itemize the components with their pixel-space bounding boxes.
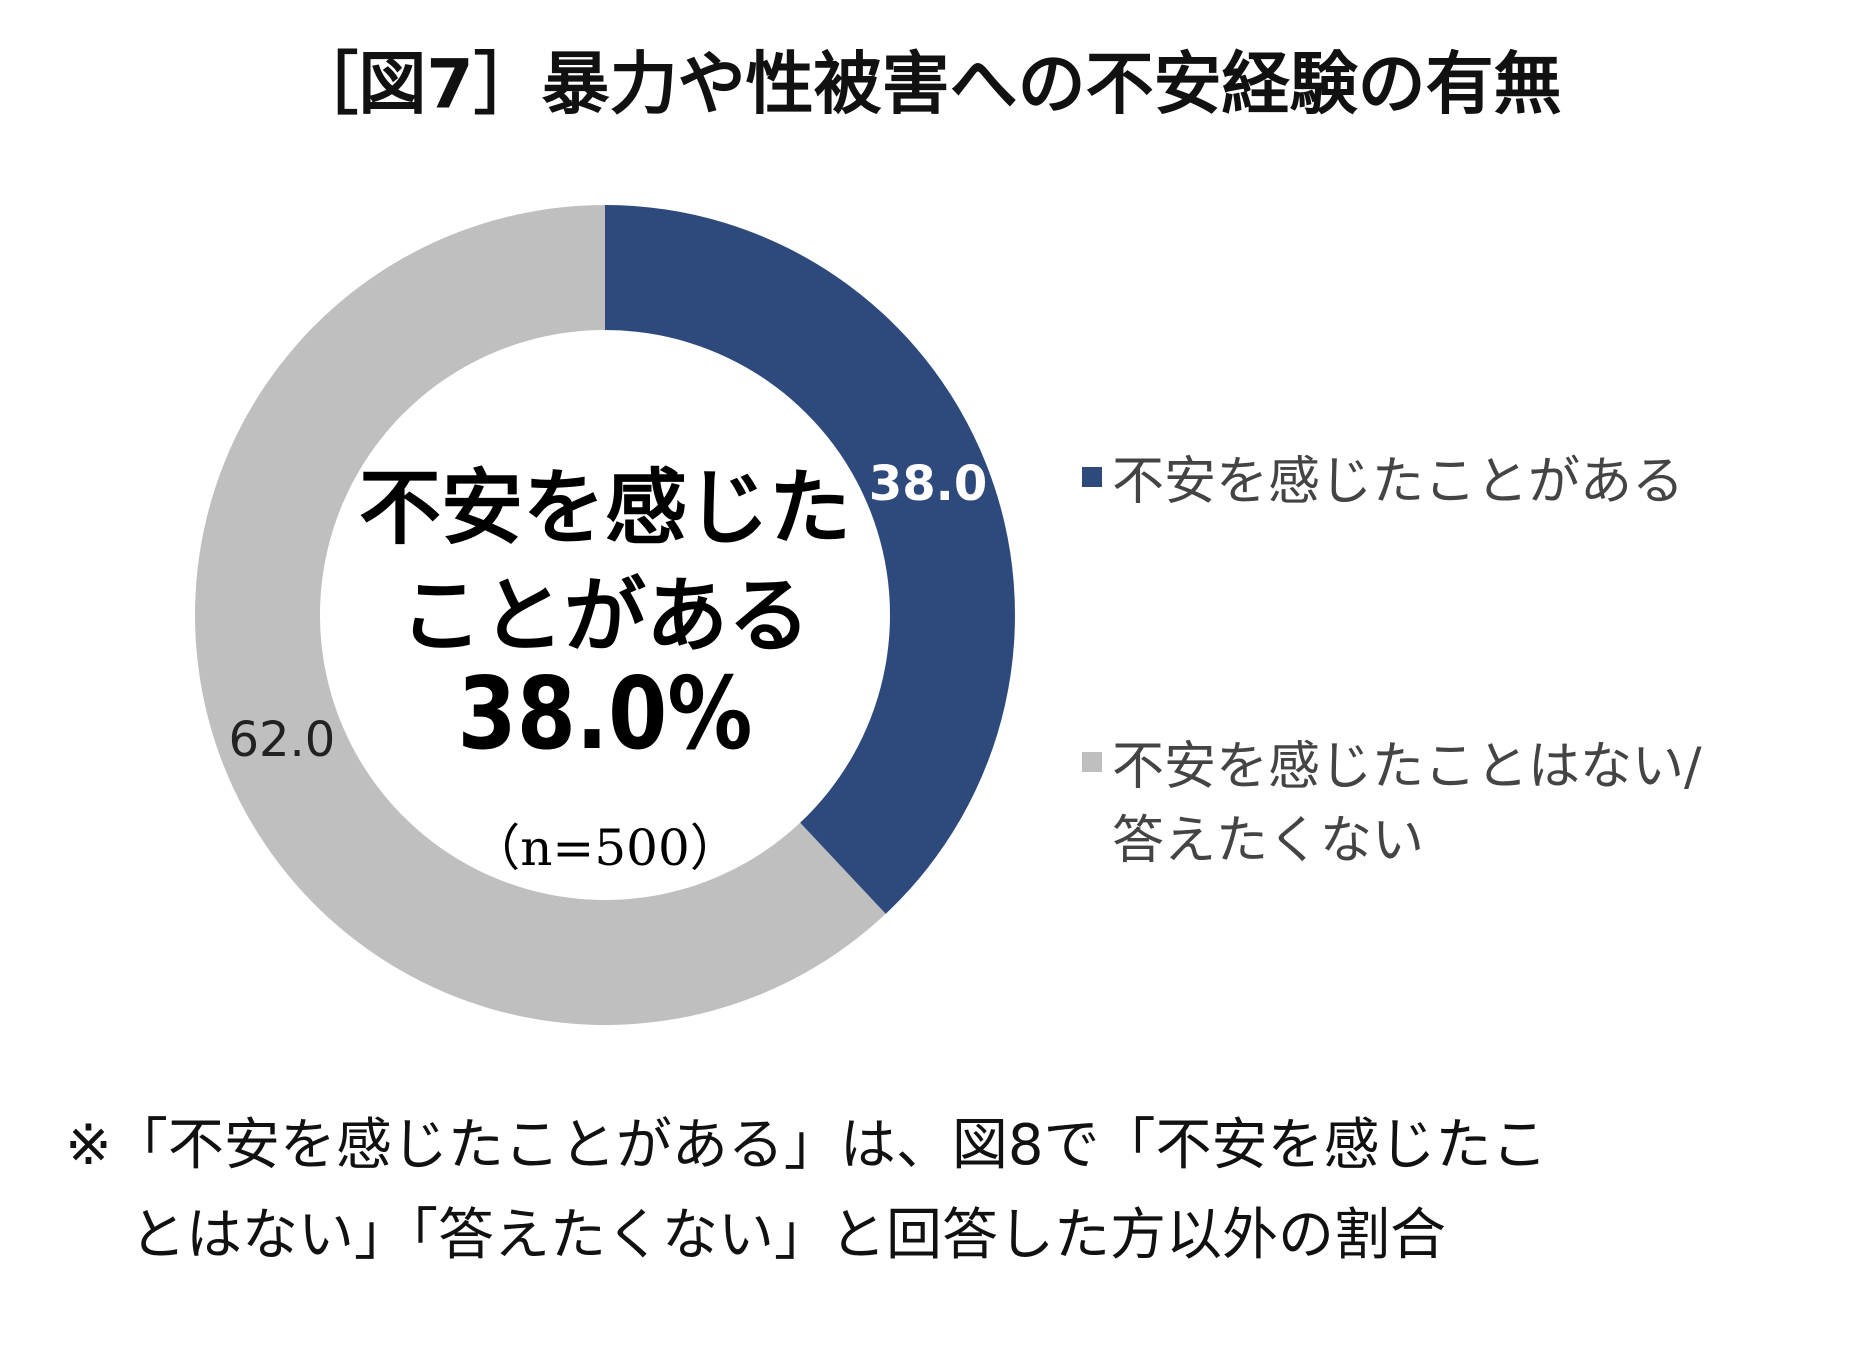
footnote: とはない」「答えたくない」と回答した方以外の割合 xyxy=(130,1203,1446,1268)
donut-slice xyxy=(605,205,1016,914)
donut-slice xyxy=(195,205,886,1025)
legend-swatch xyxy=(1082,467,1102,487)
data-label: 38.0 xyxy=(869,456,987,512)
legend-swatch xyxy=(1082,752,1102,772)
center-label: 不安を感じた ことがある xyxy=(358,461,851,664)
legend-label: 不安を感じたことがある xyxy=(1112,452,1685,512)
legend-label: 不安を感じたことはない/ 答えたくない xyxy=(1112,737,1702,871)
center-note: （n=500） xyxy=(470,819,740,877)
chart-title: ［図7］暴力や性被害への不安経験の有無 xyxy=(290,46,1561,125)
center-value: 38.0% xyxy=(457,655,753,772)
footnote: ※「不安を感じたことがある」は、図8で「不安を感じたこ xyxy=(65,1113,1548,1178)
data-label: 62.0 xyxy=(228,712,335,768)
